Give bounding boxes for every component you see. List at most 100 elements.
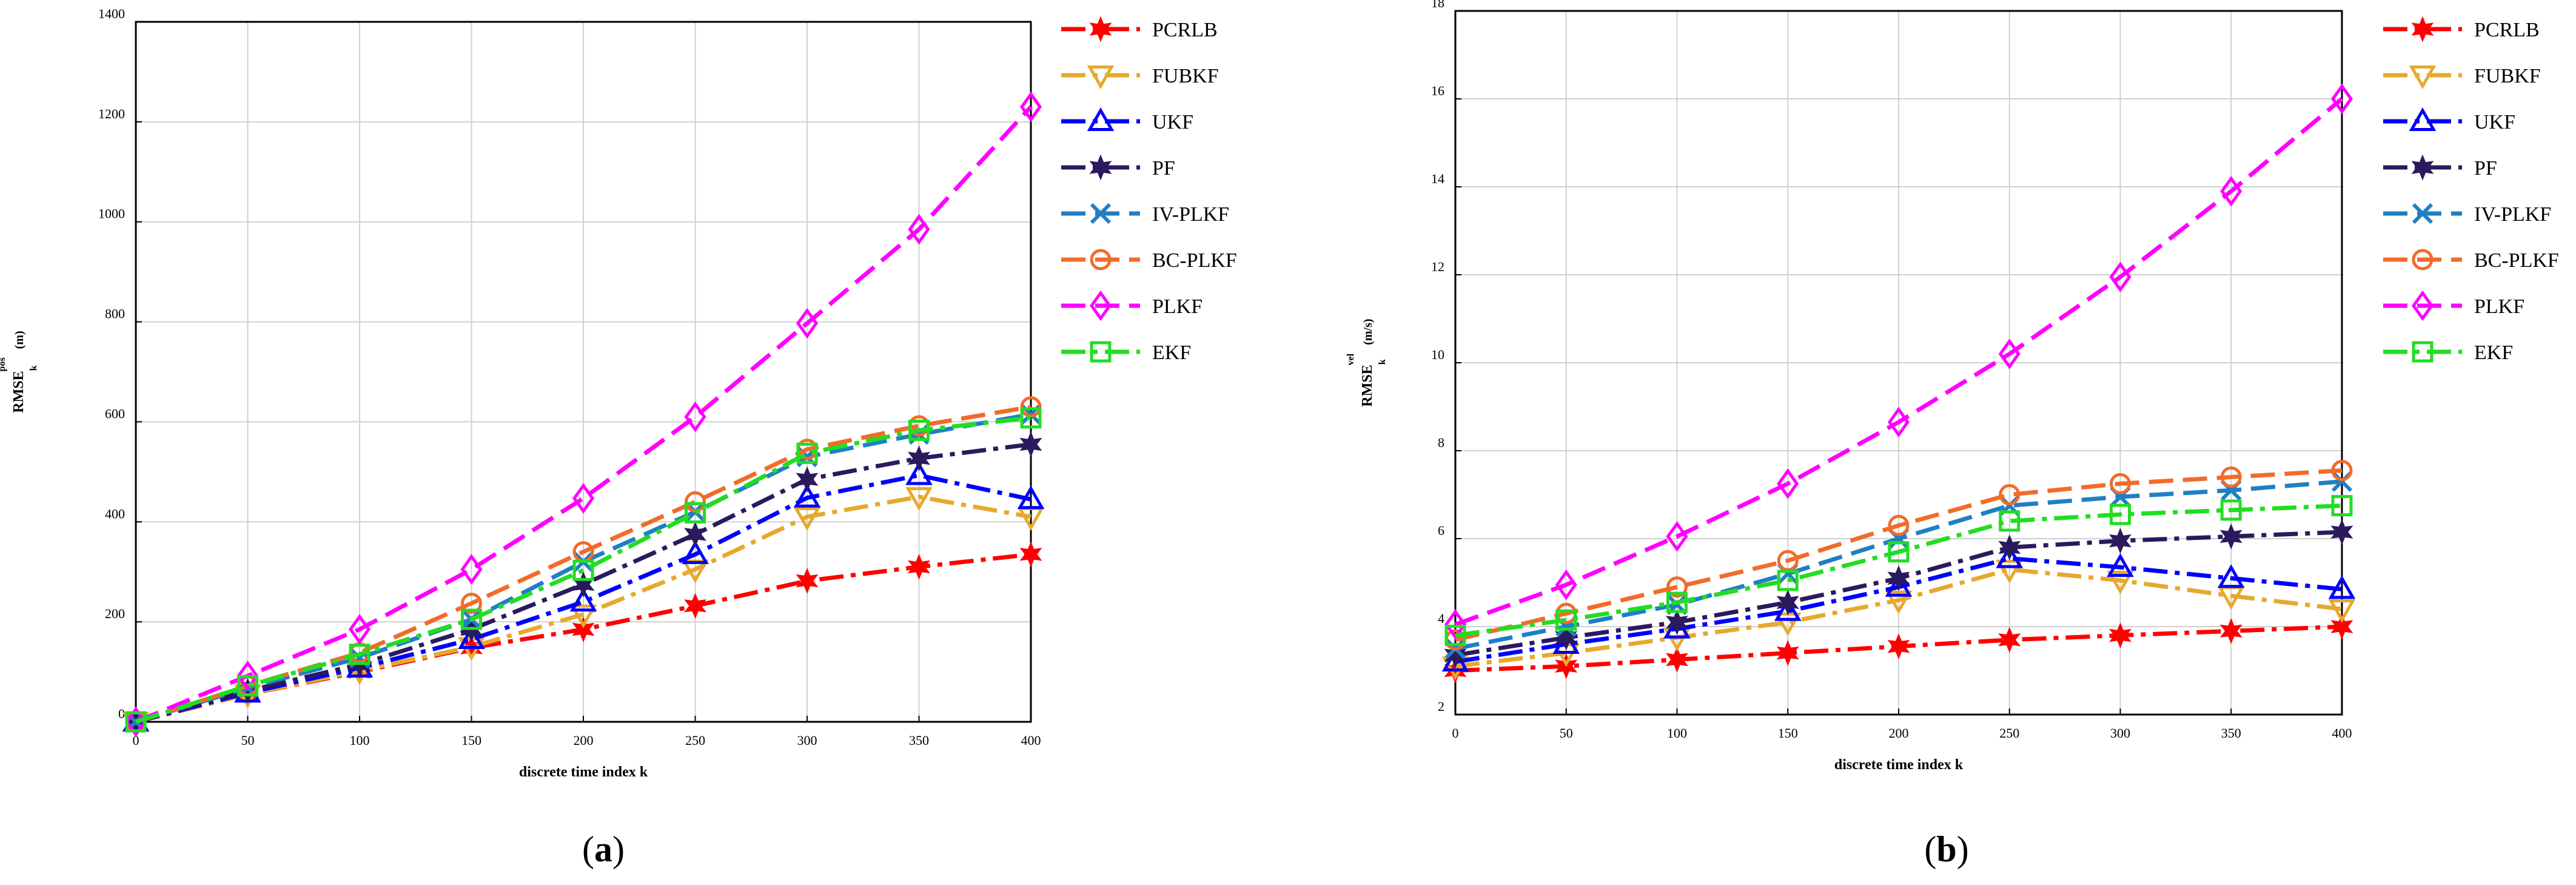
data-point-ukf (2107, 553, 2134, 577)
data-point-fubkf (905, 487, 933, 511)
y-axis-label-text: RMSEk pos (m) (0, 331, 39, 412)
y-label-sub: k (29, 365, 39, 371)
data-point-plkf (1887, 406, 1910, 438)
legend-label-ukf: UKF (1152, 111, 1193, 133)
y-tick-label: 400 (105, 506, 125, 521)
y-tick-label: 0 (118, 706, 125, 721)
data-point-ukf (905, 461, 933, 485)
data-point-fubkf (1996, 559, 2024, 584)
y-axis-label: RMSEk pos (m) (0, 331, 39, 412)
series-line-plkf (135, 105, 1033, 724)
data-point-ukf (1885, 573, 1913, 597)
data-point-bc-plkf (2110, 473, 2131, 494)
data-point-fubkf (569, 604, 597, 628)
data-point-pf (1776, 589, 1799, 616)
x-tick-label: 100 (1667, 725, 1687, 741)
data-point-plkf (572, 483, 595, 514)
x-tick-label: 400 (2332, 725, 2352, 741)
legend-label-ekf: EKF (2474, 342, 2513, 364)
y-tick-label: 6 (1438, 523, 1444, 538)
data-point-pcrlb (2219, 617, 2242, 644)
data-point-fubkf (2328, 599, 2356, 624)
data-point-bc-plkf (2220, 466, 2242, 488)
legend-marker-bc-plkf (1090, 249, 1112, 271)
y-tick-label: 18 (1431, 0, 1444, 10)
x-tick-label: 0 (1452, 725, 1459, 741)
y-tick-label: 1000 (98, 206, 125, 221)
data-point-plkf (1019, 91, 1042, 123)
legend-marker-pcrlb (1089, 16, 1112, 42)
legend-marker-ukf (1087, 107, 1115, 131)
legend-label-iv-plkf: IV-PLKF (2474, 203, 2551, 226)
legend-marker-fubkf (2409, 66, 2437, 90)
data-point-ekf (2220, 499, 2242, 521)
data-point-pf (684, 521, 706, 548)
data-point-bc-plkf (1666, 576, 1688, 598)
x-tick-label: 300 (2110, 725, 2130, 741)
data-point-pcrlb (684, 593, 706, 619)
legend-label-pf: PF (1152, 157, 1175, 180)
data-point-plkf (2220, 175, 2242, 207)
x-tick-label: 250 (1999, 725, 2019, 741)
data-point-ukf (2217, 564, 2245, 588)
y-tick-label: 200 (105, 606, 125, 621)
x-tick-label: 300 (797, 733, 817, 748)
data-point-plkf (124, 706, 147, 738)
panel-label-b: (b) (1924, 829, 1968, 869)
data-point-ekf (2110, 503, 2131, 525)
x-tick-label: 150 (461, 733, 481, 748)
x-tick-label: 200 (1889, 725, 1909, 741)
data-point-ukf (2328, 575, 2356, 599)
data-point-pf (1019, 431, 1042, 457)
data-point-pcrlb (2330, 613, 2353, 640)
data-point-ekf (1444, 625, 1466, 646)
legend-label-ekf: EKF (1152, 342, 1191, 364)
y-tick-label: 800 (105, 306, 125, 321)
data-point-pf (1444, 642, 1467, 668)
data-point-ukf (1017, 485, 1045, 510)
legend-marker-pf (1089, 154, 1112, 181)
data-point-ekf (349, 644, 371, 665)
legend-label-plkf: PLKF (2474, 295, 2524, 318)
legend-label-iv-plkf: IV-PLKF (1152, 203, 1229, 226)
legend-label-bc-plkf: BC-PLKF (1152, 249, 1237, 272)
data-point-ukf (458, 625, 485, 649)
data-point-pf (908, 445, 930, 472)
data-point-ukf (1996, 544, 2024, 568)
data-point-ukf (569, 588, 597, 612)
legend-marker-plkf (2411, 290, 2434, 321)
data-point-plkf (684, 401, 706, 432)
series-ekf (125, 407, 1042, 733)
data-point-pcrlb (572, 616, 595, 642)
legend-marker-ekf (1090, 341, 1112, 363)
x-tick-label: 350 (909, 733, 929, 748)
data-point-ekf (461, 608, 482, 630)
data-point-pf (1555, 624, 1578, 651)
y-tick-label: 1200 (98, 106, 125, 121)
data-point-pf (1998, 534, 2021, 560)
y-tick-label: 14 (1431, 171, 1444, 186)
legend-marker-iv-plkf (1090, 203, 1112, 224)
series-line-ekf (135, 416, 1031, 724)
chart-panel-b: 0 50 100 150 200 250 300 350 400 2 4 6 8 10 12 14 16 18 di… (1346, 0, 2559, 773)
x-tick-label: 50 (1560, 725, 1573, 741)
data-point-plkf (908, 214, 930, 245)
x-tick-label: 150 (1778, 725, 1798, 741)
data-point-pf (1666, 609, 1688, 636)
data-point-pcrlb (1666, 646, 1688, 673)
data-point-ekf (237, 675, 258, 697)
legend-label-bc-plkf: BC-PLKF (2474, 249, 2559, 272)
legend-label-pcrlb: PCRLB (2474, 19, 2540, 41)
data-point-ekf (685, 502, 706, 523)
data-point-fubkf (2107, 570, 2134, 594)
y-tick-label: 12 (1431, 259, 1444, 274)
panel-label-a: (a) (582, 829, 625, 869)
data-point-ekf (125, 711, 147, 733)
data-point-ekf (908, 419, 930, 441)
data-point-plkf (2109, 261, 2132, 292)
data-point-plkf (460, 554, 483, 585)
x-axis-label: discrete time index k (519, 764, 648, 780)
y-label-sup: vel (1346, 353, 1356, 365)
data-point-plkf (1998, 338, 2021, 369)
